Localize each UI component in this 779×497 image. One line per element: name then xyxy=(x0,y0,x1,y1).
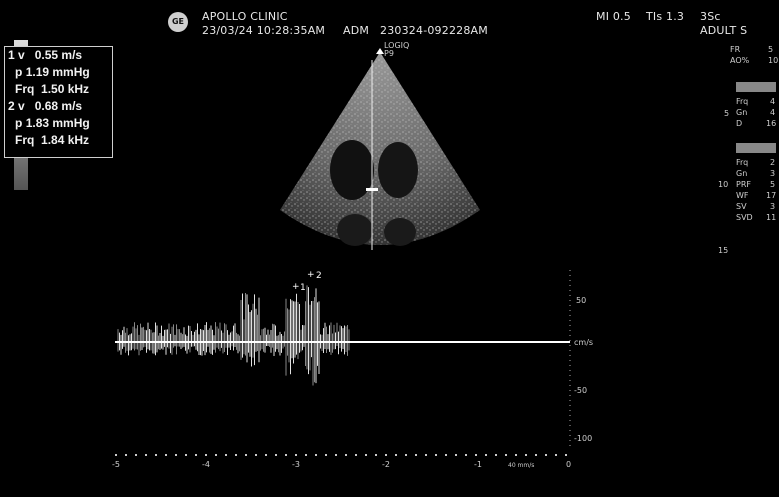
marker-1-label: 1 xyxy=(300,283,306,293)
logiq-label: LOGIQ P9 xyxy=(384,42,409,58)
time-tick: -4 xyxy=(202,460,210,469)
clinic-name: APOLLO CLINIC xyxy=(202,10,288,23)
readout-label: Frq xyxy=(15,82,35,96)
velocity-unit: cm/s xyxy=(574,338,594,347)
param-key: AO% xyxy=(730,56,750,65)
heart-chamber xyxy=(330,140,374,200)
probe-name: 3Sc xyxy=(700,10,721,23)
time-tick: -5 xyxy=(112,460,120,469)
heart-chamber xyxy=(337,214,373,246)
cf-panel: Frq 4 Gn 4 D 16 xyxy=(736,96,776,129)
param-key: Gn xyxy=(736,108,748,117)
adm-label: ADM xyxy=(343,24,370,37)
param-key: SVD xyxy=(736,213,753,222)
depth-mark: 15 xyxy=(718,246,729,255)
param-row: SV 3 xyxy=(736,201,775,212)
param-value: 17 xyxy=(766,191,777,200)
caliper-2-icon[interactable]: + xyxy=(307,270,315,280)
readout-label: Frq xyxy=(15,133,35,147)
readout-row: p 1.19 mmHg xyxy=(5,64,112,81)
readout-label: p xyxy=(15,116,23,130)
param-key: FR xyxy=(730,45,741,54)
logiq-line1: LOGIQ xyxy=(384,41,410,50)
readout-value: 1.84 kHz xyxy=(41,133,90,147)
param-value: 3 xyxy=(770,169,776,178)
param-key: Gn xyxy=(736,169,748,178)
velocity-tick: -50 xyxy=(574,386,588,395)
readout-value: 0.68 m/s xyxy=(34,99,83,113)
param-row: Gn 4 xyxy=(736,107,775,118)
sector-image xyxy=(280,48,480,250)
patient-id: 230324-092228AM xyxy=(380,24,488,37)
param-row: WF 17 xyxy=(736,190,776,201)
readout-value: 1.83 mmHg xyxy=(25,116,90,130)
time-tick: -3 xyxy=(292,460,300,469)
pw-panel: Frq 2 Gn 3 PRF 5 WF 17 SV 3 SVD 11 xyxy=(736,157,776,223)
param-row: Frq 4 xyxy=(736,96,775,107)
param-value: 11 xyxy=(766,213,777,222)
param-value: 4 xyxy=(770,97,776,106)
sample-volume-gate[interactable] xyxy=(366,188,378,191)
param-row: D 16 xyxy=(736,118,776,129)
param-row: AO% 10 xyxy=(730,55,778,66)
logiq-line2: P9 xyxy=(384,49,394,58)
param-row: Frq 2 xyxy=(736,157,775,168)
readout-value: 0.55 m/s xyxy=(34,48,83,62)
readout-row: 1 v 0.55 m/s xyxy=(5,47,112,64)
param-row: PRF 5 xyxy=(736,179,775,190)
heart-chamber xyxy=(384,218,416,246)
readout-value: 1.50 kHz xyxy=(41,82,90,96)
caliper-1-icon[interactable]: + xyxy=(292,282,300,292)
mi-value: MI 0.5 xyxy=(596,10,631,23)
readout-row: Frq 1.50 kHz xyxy=(5,81,112,98)
heart-chamber xyxy=(378,142,418,198)
readout-row: 2 v 0.68 m/s xyxy=(5,98,112,115)
readout-label: 1 v xyxy=(8,48,25,62)
param-key: WF xyxy=(736,191,749,200)
exam-datetime: 23/03/24 10:28:35AM xyxy=(202,24,326,37)
orientation-marker-icon xyxy=(376,48,384,54)
time-tick: 0 xyxy=(566,460,572,469)
cf-header-bar xyxy=(736,82,776,92)
depth-mark: 10 xyxy=(718,180,729,189)
param-value: 3 xyxy=(770,202,776,211)
marker-2-label: 2 xyxy=(316,271,322,281)
doppler-spectrum: 1 2 + + xyxy=(115,270,571,456)
right-panel-top: FR 5 AO% 10 xyxy=(730,44,778,66)
sector-speckle xyxy=(280,52,480,245)
param-value: 2 xyxy=(770,158,776,167)
velocity-tick: 50 xyxy=(576,296,587,305)
param-row: Gn 3 xyxy=(736,168,775,179)
param-key: D xyxy=(736,119,743,128)
readout-row: p 1.83 mmHg xyxy=(5,115,112,132)
param-key: SV xyxy=(736,202,747,211)
readout-label: 2 v xyxy=(8,99,25,113)
param-value: 16 xyxy=(766,119,777,128)
param-key: Frq xyxy=(736,97,749,106)
param-value: 4 xyxy=(770,108,776,117)
param-row: SVD 11 xyxy=(736,212,776,223)
param-key: Frq xyxy=(736,158,749,167)
measurement-readout: 1 v 0.55 m/s p 1.19 mmHg Frq 1.50 kHz 2 … xyxy=(4,46,113,158)
param-key: PRF xyxy=(736,180,751,189)
preset-name: ADULT S xyxy=(700,24,748,37)
param-row: FR 5 xyxy=(730,44,773,55)
readout-label: p xyxy=(15,65,23,79)
sweep-speed: 40 mm/s xyxy=(508,462,535,469)
tis-value: TIs 1.3 xyxy=(646,10,685,23)
time-tick: -2 xyxy=(382,460,390,469)
param-value: 5 xyxy=(770,180,776,189)
ge-logo-icon: GE xyxy=(168,12,188,32)
param-value: 10 xyxy=(768,56,779,65)
param-value: 5 xyxy=(768,45,774,54)
time-tick: -1 xyxy=(474,460,482,469)
spectrum-trace xyxy=(117,285,350,386)
readout-row: Frq 1.84 kHz xyxy=(5,132,112,149)
readout-value: 1.19 mmHg xyxy=(25,65,90,79)
velocity-tick: -100 xyxy=(574,434,593,443)
pw-header-bar xyxy=(736,143,776,153)
depth-mark: 5 xyxy=(724,109,730,118)
